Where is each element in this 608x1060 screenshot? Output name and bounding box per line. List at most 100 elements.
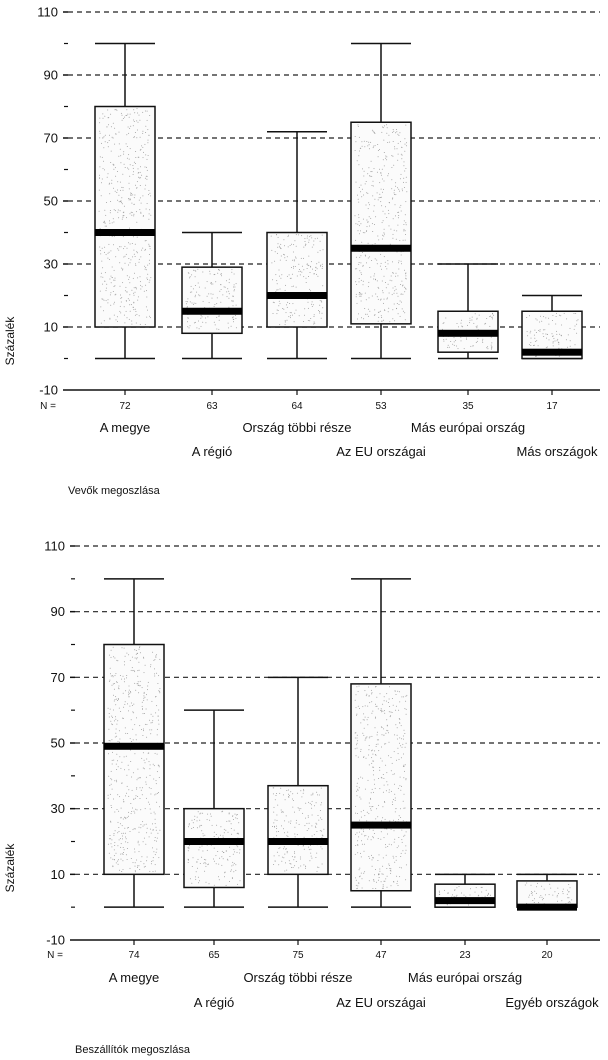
- stipple-dot: [286, 275, 288, 277]
- stipple-dot: [278, 305, 280, 307]
- stipple-dot: [370, 809, 372, 811]
- stipple-dot: [109, 740, 111, 742]
- stipple-dot: [122, 799, 124, 801]
- stipple-dot: [301, 235, 303, 237]
- y-tick-label: 70: [44, 131, 58, 146]
- stipple-dot: [395, 709, 397, 711]
- stipple-dot: [360, 147, 362, 149]
- stipple-dot: [153, 851, 155, 853]
- stipple-dot: [405, 234, 406, 235]
- stipple-dot: [133, 810, 135, 812]
- stipple-dot: [109, 212, 111, 214]
- stipple-dot: [320, 300, 322, 302]
- stipple-dot: [392, 287, 394, 289]
- stipple-dot: [395, 694, 397, 695]
- stipple-dot: [465, 895, 467, 897]
- stipple-dot: [101, 182, 102, 184]
- stipple-dot: [232, 317, 234, 319]
- stipple-dot: [372, 774, 374, 776]
- stipple-dot: [372, 147, 374, 149]
- stipple-dot: [187, 272, 189, 274]
- stipple-dot: [391, 179, 393, 181]
- stipple-dot: [368, 167, 370, 169]
- stipple-dot: [305, 277, 307, 279]
- stipple-dot: [404, 807, 406, 809]
- stipple-dot: [477, 895, 479, 897]
- stipple-dot: [534, 890, 536, 892]
- stipple-dot: [111, 222, 113, 224]
- stipple-dot: [147, 685, 149, 687]
- stipple-dot: [567, 901, 569, 903]
- stipple-dot: [128, 693, 130, 695]
- stipple-dot: [371, 185, 373, 186]
- stipple-dot: [396, 880, 398, 882]
- stipple-dot: [530, 337, 532, 339]
- stipple-dot: [317, 794, 318, 796]
- stipple-dot: [372, 806, 374, 807]
- stipple-dot: [395, 272, 397, 274]
- stipple-dot: [158, 723, 160, 725]
- stipple-dot: [133, 669, 135, 671]
- stipple-dot: [541, 899, 543, 901]
- stipple-dot: [110, 275, 112, 277]
- stipple-dot: [139, 136, 141, 138]
- stipple-dot: [456, 345, 458, 347]
- stipple-dot: [232, 815, 234, 817]
- stipple-dot: [194, 276, 196, 278]
- stipple-dot: [105, 214, 107, 216]
- stipple-dot: [491, 342, 493, 344]
- stipple-dot: [187, 862, 189, 863]
- stipple-dot: [136, 221, 138, 223]
- box-2: 63: [181, 231, 243, 412]
- stipple-dot: [141, 705, 143, 707]
- stipple-dot: [124, 116, 126, 118]
- stipple-dot: [557, 887, 559, 889]
- stipple-dot: [154, 659, 156, 661]
- stipple-dot: [469, 317, 471, 319]
- stipple-dot: [384, 310, 386, 311]
- stipple-dot: [378, 316, 380, 318]
- stipple-dot: [128, 258, 130, 259]
- stipple-dot: [222, 294, 224, 296]
- stipple-dot: [399, 876, 401, 878]
- stipple-dot: [142, 752, 144, 754]
- stipple-dot: [118, 827, 120, 828]
- stipple-dot: [297, 807, 299, 809]
- stipple-dot: [368, 764, 370, 766]
- stipple-dot: [405, 272, 407, 274]
- stipple-dot: [390, 715, 392, 717]
- stipple-dot: [187, 847, 189, 849]
- stipple-dot: [120, 112, 122, 114]
- stipple-dot: [362, 284, 364, 286]
- stipple-dot: [122, 216, 124, 218]
- stipple-dot: [548, 323, 550, 325]
- stipple-dot: [372, 710, 374, 712]
- stipple-dot: [132, 670, 134, 672]
- stipple-dot: [306, 263, 308, 265]
- stipple-dot: [382, 159, 384, 161]
- stipple-dot: [158, 777, 160, 778]
- stipple-dot: [276, 825, 277, 827]
- stipple-dot: [374, 727, 376, 729]
- stipple-dot: [482, 341, 484, 343]
- category-label: Más európai ország: [411, 420, 525, 435]
- stipple-dot: [373, 857, 374, 859]
- stipple-dot: [99, 228, 101, 229]
- stipple-dot: [389, 706, 391, 707]
- stipple-dot: [307, 816, 309, 818]
- stipple-dot: [156, 801, 158, 803]
- stipple-dot: [276, 828, 278, 829]
- stipple-dot: [110, 770, 112, 772]
- stipple-dot: [397, 690, 399, 692]
- stipple-dot: [377, 312, 379, 313]
- stipple-dot: [111, 759, 113, 761]
- stipple-dot: [206, 281, 208, 283]
- box-3: 75: [267, 676, 329, 961]
- stipple-dot: [115, 319, 117, 321]
- stipple-dot: [113, 303, 115, 305]
- stipple-dot: [274, 260, 276, 262]
- stipple-dot: [295, 861, 297, 862]
- stipple-dot: [119, 741, 120, 743]
- stipple-dot: [122, 118, 124, 119]
- stipple-dot: [405, 168, 407, 169]
